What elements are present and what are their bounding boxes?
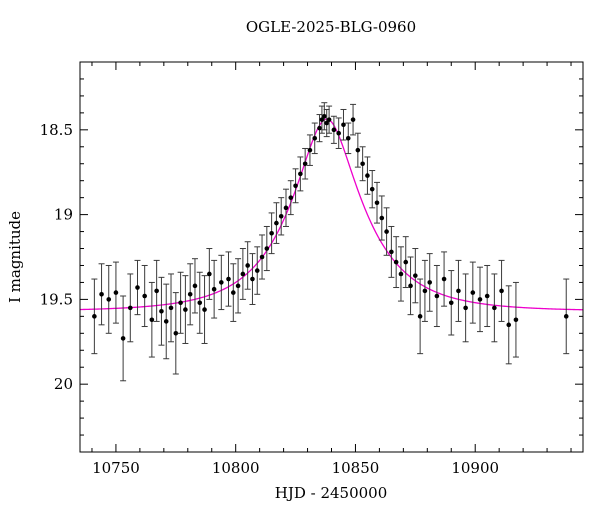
data-point bbox=[403, 259, 409, 265]
data-point bbox=[168, 305, 174, 311]
plot-area: 10750 10800 10850 10900 18.5 19 19.5 20 bbox=[40, 61, 584, 477]
data-point bbox=[324, 120, 330, 126]
data-point bbox=[398, 271, 404, 277]
data-point bbox=[434, 293, 440, 299]
data-point bbox=[120, 336, 126, 341]
data-point bbox=[384, 229, 389, 234]
axis-frame bbox=[79, 61, 584, 453]
data-point bbox=[312, 136, 318, 141]
data-point bbox=[513, 317, 519, 323]
data-point bbox=[484, 293, 490, 299]
data-point bbox=[448, 300, 454, 306]
data-point bbox=[417, 314, 423, 319]
data-point bbox=[374, 200, 380, 206]
data-point bbox=[355, 147, 361, 153]
data-point bbox=[92, 314, 97, 319]
data-point bbox=[499, 288, 504, 294]
data-point bbox=[240, 271, 246, 277]
data-point bbox=[154, 288, 159, 294]
x-tick-label: 10800 bbox=[212, 459, 260, 477]
data-point bbox=[235, 283, 241, 289]
data-point bbox=[477, 297, 483, 302]
x-axis-label: HJD - 2450000 bbox=[275, 484, 388, 502]
x-tick-label: 10750 bbox=[92, 459, 140, 477]
data-point bbox=[269, 230, 274, 236]
data-point bbox=[369, 186, 375, 192]
data-point bbox=[149, 317, 155, 323]
data-point bbox=[393, 259, 399, 265]
data-point bbox=[389, 249, 394, 255]
data-point bbox=[178, 300, 183, 306]
data-point bbox=[128, 305, 133, 311]
data-point bbox=[322, 113, 327, 119]
data-point bbox=[187, 292, 193, 297]
data-point bbox=[113, 290, 119, 295]
data-point bbox=[202, 307, 207, 312]
y-axis-label: I magnitude bbox=[6, 211, 24, 303]
model-curve bbox=[79, 118, 584, 311]
data-point bbox=[283, 205, 289, 211]
data-point bbox=[345, 136, 351, 141]
data-point bbox=[470, 290, 476, 295]
y-tick-label: 18.5 bbox=[40, 121, 73, 139]
data-point bbox=[99, 292, 104, 297]
x-tick-label: 10900 bbox=[451, 459, 499, 477]
y-tick-label: 19.5 bbox=[40, 290, 73, 308]
data-point bbox=[226, 276, 231, 282]
data-point bbox=[506, 322, 512, 328]
data-point bbox=[211, 286, 217, 292]
data-point bbox=[379, 215, 385, 221]
data-point bbox=[492, 305, 497, 311]
data-point bbox=[245, 263, 250, 268]
data-point bbox=[302, 161, 308, 167]
data-point bbox=[264, 246, 270, 251]
data-point bbox=[298, 171, 303, 177]
data-point bbox=[326, 117, 332, 122]
data-point bbox=[350, 117, 356, 122]
data-point bbox=[463, 305, 468, 311]
data-point bbox=[317, 125, 322, 131]
data-point bbox=[408, 283, 413, 289]
x-tick-label: 10850 bbox=[332, 459, 380, 477]
data-point bbox=[274, 220, 279, 226]
data-point bbox=[441, 276, 447, 282]
data-point bbox=[563, 314, 569, 319]
data-point bbox=[427, 280, 433, 285]
data-point bbox=[163, 319, 169, 324]
chart-title: OGLE-2025-BLG-0960 bbox=[246, 18, 416, 36]
data-point bbox=[336, 130, 341, 136]
data-point bbox=[365, 173, 370, 178]
data-point bbox=[106, 297, 112, 302]
data-point bbox=[135, 285, 140, 290]
data-point bbox=[319, 117, 325, 122]
data-point bbox=[142, 293, 147, 299]
data-point bbox=[259, 254, 265, 260]
data-point bbox=[422, 288, 428, 294]
data-point bbox=[331, 127, 337, 133]
data-point bbox=[197, 300, 203, 306]
data-point bbox=[341, 122, 346, 128]
data-point bbox=[278, 214, 284, 219]
data-point bbox=[173, 331, 179, 336]
data-point bbox=[159, 308, 164, 314]
y-tick-label: 19 bbox=[54, 206, 73, 224]
data-point bbox=[219, 280, 224, 285]
data-point bbox=[254, 268, 260, 273]
data-point bbox=[183, 307, 188, 312]
data-point bbox=[207, 271, 212, 277]
data-point bbox=[192, 283, 198, 289]
data-point bbox=[250, 276, 255, 282]
data-point bbox=[307, 147, 313, 153]
data-point bbox=[360, 161, 365, 167]
data-point bbox=[293, 183, 298, 189]
data-point bbox=[288, 195, 294, 200]
data-point bbox=[230, 290, 236, 295]
y-tick-label: 20 bbox=[54, 375, 73, 393]
data-point bbox=[413, 273, 418, 278]
data-point bbox=[456, 288, 461, 294]
